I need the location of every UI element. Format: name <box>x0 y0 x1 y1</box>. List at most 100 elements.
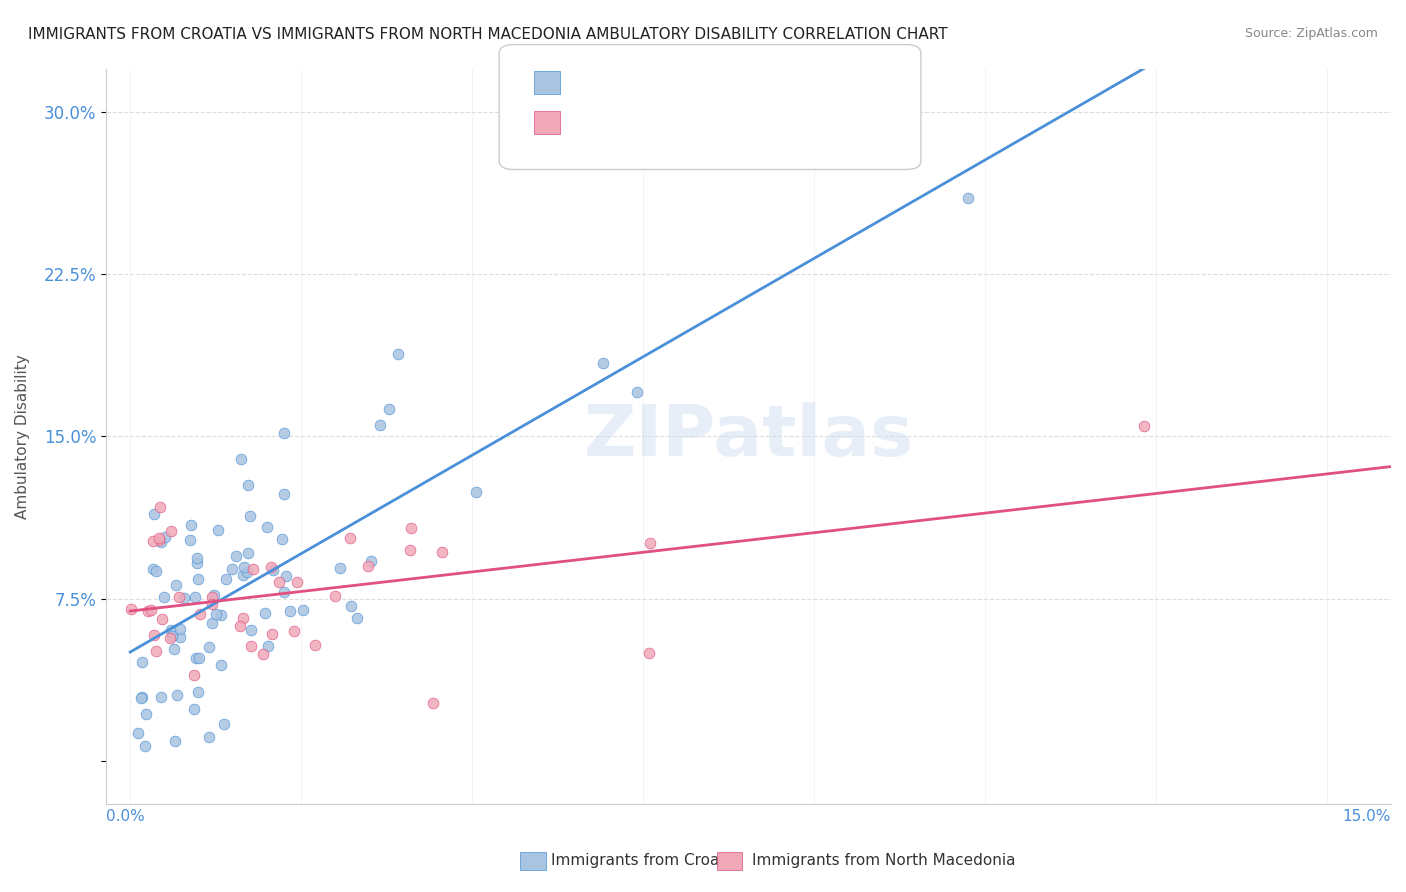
Text: IMMIGRANTS FROM CROATIA VS IMMIGRANTS FROM NORTH MACEDONIA AMBULATORY DISABILITY: IMMIGRANTS FROM CROATIA VS IMMIGRANTS FR… <box>28 27 948 42</box>
Point <box>399 521 422 535</box>
Point <box>273 425 295 440</box>
Point <box>169 630 191 644</box>
Point <box>131 655 153 669</box>
Point <box>236 546 259 560</box>
Point <box>232 611 254 625</box>
Point <box>198 640 221 654</box>
Point <box>179 533 201 547</box>
Text: Source: ZipAtlas.com: Source: ZipAtlas.com <box>1244 27 1378 40</box>
Point <box>148 531 170 545</box>
Point <box>188 607 211 621</box>
Point <box>149 690 172 704</box>
Point <box>197 730 219 744</box>
Point <box>340 599 363 613</box>
Point <box>221 562 243 576</box>
Point <box>160 524 183 539</box>
Text: 0.0%: 0.0% <box>107 809 145 824</box>
Point <box>638 646 661 660</box>
Point <box>229 452 252 467</box>
Point <box>165 578 187 592</box>
Point <box>280 604 302 618</box>
Point <box>957 191 980 205</box>
Point <box>269 574 291 589</box>
Point <box>638 535 661 549</box>
Point <box>153 529 176 543</box>
Point <box>145 565 167 579</box>
Point <box>360 554 382 568</box>
Text: R = 0.384    N = 38: R = 0.384 N = 38 <box>569 112 731 129</box>
Point <box>225 549 247 563</box>
Point <box>136 604 159 618</box>
Point <box>173 591 195 605</box>
Point <box>592 356 614 370</box>
Point <box>229 619 252 633</box>
Point <box>142 628 165 642</box>
Point <box>232 560 254 574</box>
Point <box>232 567 254 582</box>
Point <box>145 643 167 657</box>
Point <box>214 717 236 731</box>
Point <box>430 545 453 559</box>
Point <box>283 624 305 639</box>
Point <box>162 642 184 657</box>
Point <box>152 590 174 604</box>
Point <box>256 520 278 534</box>
Point <box>143 507 166 521</box>
Point <box>368 418 391 433</box>
Point <box>183 702 205 716</box>
Point <box>398 543 420 558</box>
Point <box>127 725 149 739</box>
Point <box>236 565 259 579</box>
Point <box>159 623 181 637</box>
Point <box>1132 418 1154 433</box>
Text: Immigrants from Croatia: Immigrants from Croatia <box>551 854 740 868</box>
Text: R =: R = <box>569 71 606 89</box>
Point <box>356 559 378 574</box>
Point <box>271 532 294 546</box>
Point <box>238 477 260 491</box>
Point <box>329 560 352 574</box>
Point <box>209 607 232 622</box>
Point <box>252 647 274 661</box>
Point <box>135 706 157 721</box>
Point <box>240 639 263 653</box>
Point <box>257 640 280 654</box>
Point <box>169 622 191 636</box>
Point <box>183 668 205 682</box>
Point <box>201 597 224 611</box>
Point <box>262 563 284 577</box>
Point <box>160 629 183 643</box>
Point <box>187 685 209 699</box>
Text: R = 0.593: R = 0.593 <box>569 73 652 91</box>
Point <box>273 487 295 501</box>
Point <box>201 615 224 630</box>
Point <box>187 572 209 586</box>
Point <box>339 531 361 545</box>
Point <box>242 561 264 575</box>
Point <box>180 518 202 533</box>
Point <box>186 551 208 566</box>
Text: N = 38: N = 38 <box>689 112 751 129</box>
Point <box>201 590 224 604</box>
Point <box>387 346 409 360</box>
Point <box>215 572 238 586</box>
Point <box>139 603 162 617</box>
Point <box>204 607 226 621</box>
Point <box>253 606 276 620</box>
Point <box>131 690 153 704</box>
Point <box>150 612 173 626</box>
Point <box>167 591 190 605</box>
Point <box>148 533 170 547</box>
Text: 15.0%: 15.0% <box>1343 809 1391 824</box>
Point <box>184 590 207 604</box>
Point <box>276 569 298 583</box>
Point <box>142 562 165 576</box>
Point <box>186 556 208 570</box>
Point <box>285 574 308 589</box>
Point <box>188 650 211 665</box>
Point <box>273 584 295 599</box>
Text: R = 0.384: R = 0.384 <box>569 112 652 129</box>
Text: N = 74: N = 74 <box>689 73 751 91</box>
Point <box>184 651 207 665</box>
Point <box>304 638 326 652</box>
